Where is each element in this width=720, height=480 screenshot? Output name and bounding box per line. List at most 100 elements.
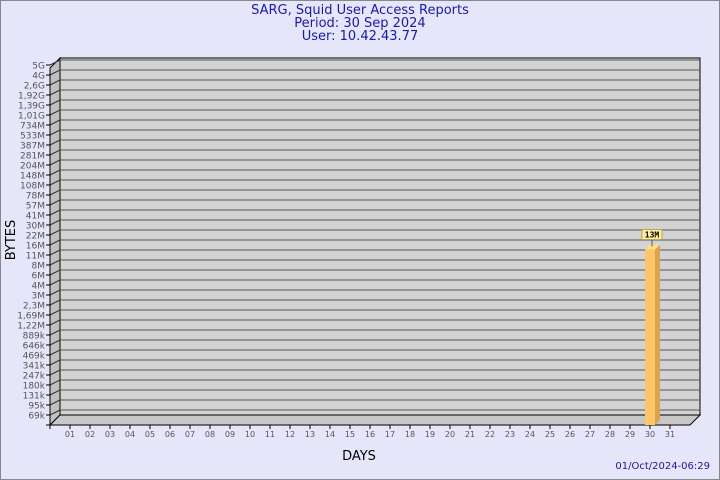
y-tick-label: 8M: [32, 262, 46, 272]
y-tick-label: 1,22M: [17, 322, 45, 332]
y-gridline-side: [49, 79, 61, 86]
y-tick-label: 131k: [23, 392, 46, 402]
y-gridline-side: [49, 319, 61, 326]
y-tick-label: 646k: [23, 342, 46, 352]
y-tick-label: 16M: [26, 242, 45, 252]
y-tick-label: 180k: [23, 382, 46, 392]
bar-top: [645, 244, 660, 250]
y-tick-label: 108M: [20, 182, 45, 192]
y-gridline-side: [49, 119, 61, 126]
y-gridline-side: [49, 339, 61, 346]
x-tick-label: 16: [365, 430, 375, 439]
y-gridline-side: [49, 399, 61, 406]
x-axis-label: DAYS: [342, 449, 376, 464]
x-tick-label: 14: [325, 430, 335, 439]
y-tick-label: 95k: [28, 402, 45, 412]
y-tick-label: 734M: [20, 122, 45, 132]
y-tick-label: 4G: [32, 72, 45, 82]
y-gridline-side: [49, 89, 61, 96]
y-gridline-side: [49, 299, 61, 306]
y-gridline-side: [49, 389, 61, 396]
x-tick-label: 07: [185, 430, 195, 439]
y-axis-label: BYTES: [4, 220, 19, 261]
bar-side: [655, 244, 660, 425]
y-gridline-side: [49, 309, 61, 316]
y-tick-label: 4M: [32, 282, 46, 292]
y-gridline-side: [49, 329, 61, 336]
x-tick-label: 13: [305, 430, 315, 439]
x-tick-label: 27: [585, 430, 595, 439]
x-tick-label: 23: [505, 430, 515, 439]
y-gridline-side: [49, 279, 61, 286]
x-tick-label: 19: [425, 430, 435, 439]
x-tick-label: 22: [485, 430, 495, 439]
y-tick-label: 30M: [26, 222, 45, 232]
y-gridline-side: [49, 199, 61, 206]
y-gridline-side: [49, 409, 61, 416]
y-gridline-side: [49, 259, 61, 266]
y-gridline-side: [49, 359, 61, 366]
y-tick-label: 889k: [23, 332, 46, 342]
x-tick-label: 26: [565, 430, 575, 439]
y-gridline-side: [49, 269, 61, 276]
y-gridline-side: [49, 229, 61, 236]
y-gridline-side: [49, 139, 61, 146]
x-tick-label: 09: [225, 430, 235, 439]
x-tick-label: 25: [545, 430, 555, 439]
x-tick-label: 18: [405, 430, 415, 439]
chart-period: Period: 30 Sep 2024: [294, 16, 426, 31]
y-tick-label: 1,01G: [18, 112, 45, 122]
y-tick-label: 2,3M: [23, 302, 45, 312]
generated-timestamp: 01/Oct/2024-06:29: [615, 461, 710, 472]
y-tick-label: 57M: [26, 202, 45, 212]
chart-title: SARG, Squid User Access Reports: [251, 3, 469, 18]
y-tick-label: 1,39G: [18, 102, 45, 112]
y-gridline-side: [49, 239, 61, 246]
y-gridline-side: [49, 99, 61, 106]
y-gridline-side: [49, 59, 61, 66]
x-tick-label: 17: [385, 430, 395, 439]
y-gridline-side: [49, 209, 61, 216]
plot-back-wall: [59, 57, 701, 416]
y-gridline-side: [49, 69, 61, 76]
y-gridline-side: [49, 169, 61, 176]
bar-value-label: 13M: [645, 231, 660, 240]
y-tick-label: 41M: [26, 212, 45, 222]
y-gridline-side: [49, 129, 61, 136]
y-gridline-side: [49, 149, 61, 156]
bar-label-box: [641, 229, 663, 241]
x-tick-label: 08: [205, 430, 215, 439]
y-gridline-side: [49, 179, 61, 186]
x-tick-label: 05: [145, 430, 155, 439]
y-tick-label: 469k: [23, 352, 46, 362]
y-gridline-side: [49, 369, 61, 376]
y-tick-label: 6M: [32, 272, 46, 282]
y-tick-label: 11M: [26, 252, 45, 262]
x-tick-label: 29: [625, 430, 635, 439]
y-tick-label: 3M: [32, 292, 46, 302]
x-tick-label: 01: [65, 430, 75, 439]
chart-user: User: 10.42.43.77: [301, 29, 419, 44]
y-gridline-side: [49, 189, 61, 196]
x-tick-label: 02: [85, 430, 95, 439]
y-gridline-side: [49, 159, 61, 166]
y-gridline-side: [49, 219, 61, 226]
bar-day-30: [645, 249, 655, 425]
y-tick-label: 2,6G: [24, 82, 45, 92]
y-gridline-side: [49, 249, 61, 256]
x-tick-label: 20: [445, 430, 455, 439]
x-tick-label: 04: [125, 430, 135, 439]
x-tick-label: 06: [165, 430, 175, 439]
y-tick-label: 281M: [20, 152, 45, 162]
y-tick-label: 533M: [20, 132, 45, 142]
x-tick-label: 31: [665, 430, 675, 439]
x-tick-label: 24: [525, 430, 535, 439]
y-tick-label: 1,69M: [17, 312, 45, 322]
y-tick-label: 341k: [23, 362, 46, 372]
y-tick-label: 204M: [20, 162, 45, 172]
x-tick-label: 21: [465, 430, 475, 439]
y-gridline-side: [49, 379, 61, 386]
y-gridline-side: [49, 109, 61, 116]
x-tick-label: 30: [645, 430, 655, 439]
